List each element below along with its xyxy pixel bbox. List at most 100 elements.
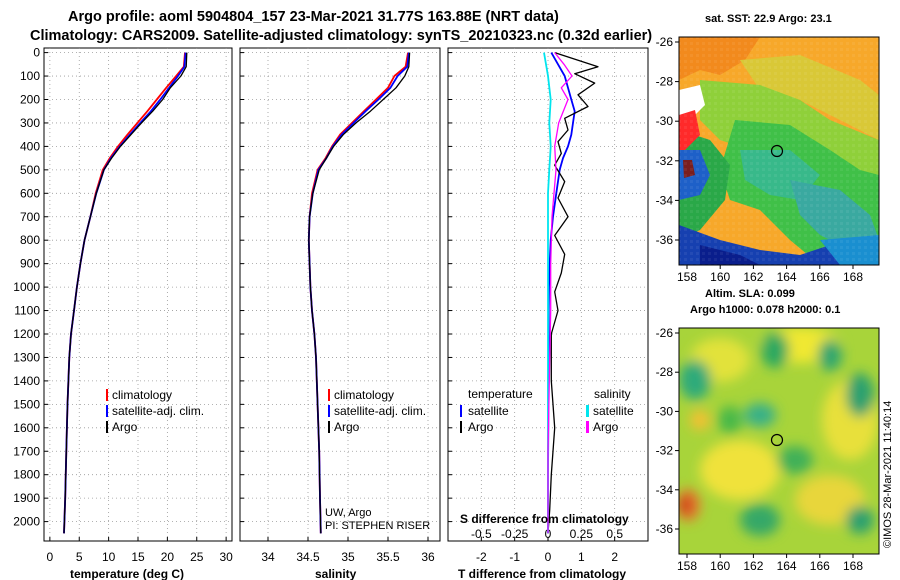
series-line-argo bbox=[308, 52, 411, 534]
x-tick-label: 5 bbox=[76, 550, 83, 564]
legend-swatch-s-satellite bbox=[586, 405, 589, 417]
map-y-tick-label: -30 bbox=[656, 404, 674, 418]
s-x-tick-label: 0 bbox=[545, 527, 552, 541]
x-tick-label: -2 bbox=[476, 550, 487, 564]
y-tick-label: 0 bbox=[33, 46, 40, 60]
legend-title-salinity: salinity bbox=[594, 387, 631, 401]
legend-swatch-argo bbox=[328, 421, 330, 433]
annotation-pi: PI: STEPHEN RISER bbox=[325, 520, 430, 532]
y-tick-label: 1900 bbox=[13, 491, 40, 505]
map-x-tick-label: 160 bbox=[710, 559, 730, 573]
title-line-2: Climatology: CARS2009. Satellite-adjuste… bbox=[30, 28, 652, 44]
temperature-legend: climatology satellite-adj. clim. Argo bbox=[106, 388, 204, 434]
map-y-tick-label: -26 bbox=[656, 35, 674, 49]
y-tick-label: 600 bbox=[20, 186, 40, 200]
x-tick-label: 25 bbox=[190, 550, 204, 564]
legend-swatch-s-argo bbox=[586, 421, 589, 433]
legend-label-t-argo: Argo bbox=[468, 420, 494, 434]
map-x-tick-label: 160 bbox=[710, 270, 730, 284]
legend-swatch-satellite bbox=[328, 405, 330, 417]
salinity-panel: 34 34.5 35 35.5 36 bbox=[239, 47, 441, 564]
s-x-tick-label: -0.5 bbox=[471, 527, 492, 541]
map-y-tick-label: -32 bbox=[656, 444, 674, 458]
series-line-climatology bbox=[63, 52, 186, 534]
temperature-panel: 0100200300400500600700800900100011001200… bbox=[13, 46, 233, 564]
x-tick-label: 34.5 bbox=[296, 550, 320, 564]
x-tick-label: 35 bbox=[341, 550, 355, 564]
map-x-tick-label: 164 bbox=[777, 270, 797, 284]
y-tick-label: 1600 bbox=[13, 421, 40, 435]
y-tick-label: 1500 bbox=[13, 397, 40, 411]
y-tick-label: 500 bbox=[20, 163, 40, 177]
y-tick-label: 700 bbox=[20, 210, 40, 224]
map-y-tick-label: -28 bbox=[656, 365, 674, 379]
series-line-t-argo bbox=[547, 51, 599, 534]
s-x-tick-label: -0.25 bbox=[501, 527, 529, 541]
s-x-tick-label: 0.25 bbox=[570, 527, 594, 541]
title-line-1: Argo profile: aoml 5904804_157 23-Mar-20… bbox=[68, 9, 559, 25]
legend-swatch-t-argo bbox=[460, 421, 462, 433]
y-tick-label: 1800 bbox=[13, 468, 40, 482]
map-x-tick-label: 164 bbox=[777, 559, 797, 573]
s-x-tick-label: 0.5 bbox=[606, 527, 623, 541]
x-tick-label: 36 bbox=[421, 550, 435, 564]
x-tick-label: 0 bbox=[47, 550, 54, 564]
plot-frame bbox=[239, 47, 441, 542]
legend-label-satellite: satellite-adj. clim. bbox=[112, 404, 204, 418]
legend-swatch-argo bbox=[106, 421, 108, 433]
map-x-tick-label: 166 bbox=[810, 559, 830, 573]
series-line-satellite-adj-clim- bbox=[307, 52, 410, 534]
map-y-tick-label: -34 bbox=[656, 193, 674, 207]
y-tick-label: 1000 bbox=[13, 280, 40, 294]
x-tick-label: 0 bbox=[545, 550, 552, 564]
temperature-xlabel: temperature (deg C) bbox=[70, 567, 184, 580]
map-y-tick-label: -34 bbox=[656, 483, 674, 497]
y-tick-label: 1700 bbox=[13, 444, 40, 458]
difference-panel: -2 -1 0 1 2 -0.5 -0.25 0 0.25 0.5 bbox=[447, 47, 649, 564]
y-tick-label: 2000 bbox=[13, 515, 40, 529]
y-tick-label: 300 bbox=[20, 116, 40, 130]
series-line-climatology bbox=[307, 52, 409, 534]
imos-credit: ©IMOS 28-Mar-2021 11:40:14 bbox=[882, 401, 894, 548]
y-tick-label: 1300 bbox=[13, 350, 40, 364]
y-tick-label: 900 bbox=[20, 257, 40, 271]
salinity-legend: climatology satellite-adj. clim. Argo bbox=[328, 388, 426, 434]
argo-location-marker bbox=[770, 433, 784, 447]
y-tick-label: 200 bbox=[20, 93, 40, 107]
map-y-tick-label: -28 bbox=[656, 75, 674, 89]
sla-map-title: Altim. SLA: 0.099 bbox=[705, 288, 795, 300]
x-tick-label: 1 bbox=[578, 550, 585, 564]
legend-label-s-argo: Argo bbox=[593, 420, 619, 434]
legend-label-climatology: climatology bbox=[112, 388, 172, 402]
x-tick-label: 20 bbox=[161, 550, 175, 564]
legend-swatch-satellite bbox=[106, 405, 108, 417]
legend-title-temperature: temperature bbox=[468, 387, 533, 401]
salinity-xlabel: salinity bbox=[315, 567, 357, 580]
x-tick-label: 15 bbox=[131, 550, 145, 564]
y-tick-label: 1100 bbox=[14, 304, 40, 318]
map-x-tick-label: 166 bbox=[810, 270, 830, 284]
map-y-tick-label: -30 bbox=[656, 114, 674, 128]
sla-map-subtitle: Argo h1000: 0.078 h2000: 0.1 bbox=[690, 304, 840, 316]
x-tick-label: 34 bbox=[261, 550, 275, 564]
sst-map-axes: -26 -28 -30 -32 -34 -36 158 160 162 164 166 168 bbox=[656, 35, 864, 284]
difference-legend: temperature salinity satellite Argo sate… bbox=[460, 387, 634, 434]
legend-label-t-satellite: satellite bbox=[468, 404, 509, 418]
x-tick-label: 30 bbox=[219, 550, 233, 564]
y-tick-label: 100 bbox=[20, 69, 40, 83]
legend-label-climatology: climatology bbox=[334, 388, 394, 402]
map-y-tick-label: -36 bbox=[656, 233, 674, 247]
series-line-s-argo bbox=[547, 52, 573, 534]
map-y-tick-label: -36 bbox=[656, 522, 674, 536]
legend-swatch-climatology bbox=[328, 389, 330, 401]
sla-map-axes: -26 -28 -30 -32 -34 -36 158 160 162 164 166 168 bbox=[656, 326, 864, 573]
sst-map-title: sat. SST: 22.9 Argo: 23.1 bbox=[705, 13, 832, 25]
sla-map: Altim. SLA: 0.099 Argo h1000: 0.078 h200… bbox=[656, 288, 880, 573]
legend-label-argo: Argo bbox=[112, 420, 138, 434]
difference-xlabel-salinity: S difference from climatology bbox=[460, 512, 629, 526]
argo-location-marker bbox=[770, 144, 784, 158]
map-x-tick-label: 168 bbox=[843, 559, 863, 573]
legend-swatch-t-satellite bbox=[460, 405, 462, 417]
map-y-tick-label: -26 bbox=[656, 326, 674, 340]
